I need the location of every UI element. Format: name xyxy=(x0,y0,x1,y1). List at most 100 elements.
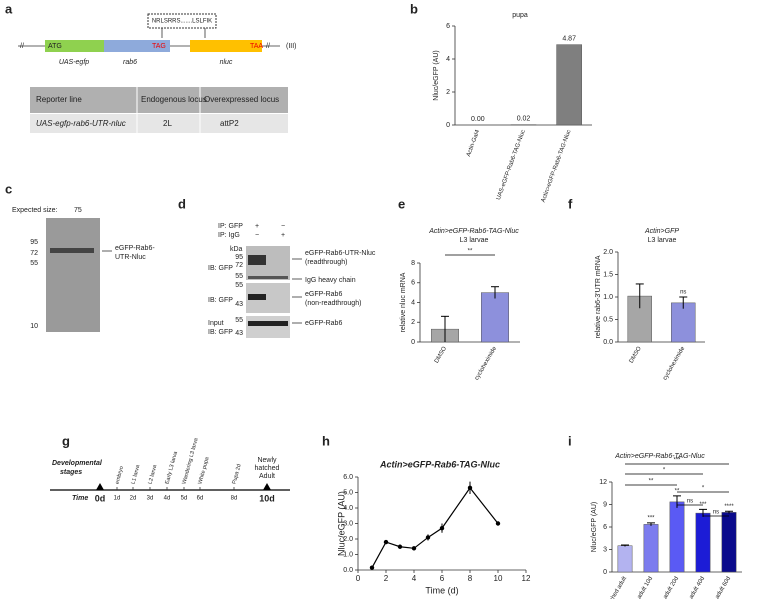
bar xyxy=(556,44,582,126)
significance: ** xyxy=(675,488,680,494)
day-label: 2d xyxy=(130,496,137,502)
bar xyxy=(617,545,633,573)
day-label: 1d xyxy=(114,496,121,502)
start-day: 0d xyxy=(95,493,106,503)
peptide: NRLSRRS.......LSLFIK xyxy=(152,19,212,25)
panel-label: d xyxy=(178,196,186,211)
rab6-box xyxy=(104,40,170,52)
table-row xyxy=(30,114,288,133)
band-label: (readthrough) xyxy=(305,259,347,266)
panel-label: f xyxy=(568,196,573,211)
stage-label: Wandering L3 larva xyxy=(182,437,200,485)
panel-g: Developmental stages Time 0d 10d Newly h… xyxy=(50,437,290,503)
chart-title: pupa xyxy=(512,12,528,19)
y-tick-label: 5.0 xyxy=(343,489,353,496)
x-tick-label: Actin>eGFP-Rab6-TAG-Nluc xyxy=(541,129,573,203)
stage-label: Early L3 larva xyxy=(165,450,180,485)
x-tick-label: adult 20d xyxy=(663,576,681,599)
day-label: 8d xyxy=(231,496,238,502)
end-day: 10d xyxy=(259,493,275,503)
marker: 95 xyxy=(235,254,243,261)
value-label: 0.00 xyxy=(471,116,485,123)
marker: 55 xyxy=(30,260,38,267)
y-tick-label: 6 xyxy=(411,280,415,287)
data-point xyxy=(425,535,431,540)
comparison-label: ** xyxy=(649,479,654,485)
significance: ns xyxy=(680,290,686,296)
y-tick-label: 8 xyxy=(411,260,415,267)
marker: 72 xyxy=(235,262,243,269)
day-label: 6d xyxy=(197,496,204,502)
table-cell: 2L xyxy=(163,119,172,128)
stage-label: L2 larva xyxy=(148,464,159,485)
probe: IB: GFP xyxy=(208,265,233,272)
y-tick-label: 2 xyxy=(411,319,415,326)
y-tick-label: 1.0 xyxy=(343,551,353,558)
y-tick-label: 0.0 xyxy=(603,339,613,346)
blot-band xyxy=(248,294,266,300)
table-cell: UAS-egfp-rab6-UTR-nluc xyxy=(36,119,126,128)
panel-c: Expected size: 75 95 72 55 10 eGFP-Rab6-… xyxy=(12,207,155,332)
x-tick-label: adult 40d xyxy=(689,576,707,599)
peptide-box xyxy=(147,13,217,29)
y-tick-label: 4.0 xyxy=(343,505,353,512)
stage-label: L1 larva xyxy=(131,464,142,485)
band-label: eGFP-Rab6 xyxy=(305,291,342,298)
data-line xyxy=(371,486,499,568)
chart-title: Actin>eGFP-Rab6-TAG-Nluc xyxy=(614,453,705,460)
x-tick-label: 8 xyxy=(468,574,473,583)
y-tick-label: 0.5 xyxy=(603,316,613,323)
x-tick-label: cycloheximide xyxy=(662,345,686,381)
break-mark: // xyxy=(266,43,270,50)
probe: IB: GFP xyxy=(208,329,233,336)
timeline-title: Developmental xyxy=(52,460,103,467)
stage-label: Pupa 2d xyxy=(232,464,243,485)
data-point xyxy=(397,544,403,549)
band-label: (non-readthrough) xyxy=(305,300,361,307)
bar xyxy=(695,512,711,573)
stage-label: embryo xyxy=(115,466,126,485)
lane-sign: + xyxy=(255,223,259,230)
table-header xyxy=(30,87,288,113)
comparison-label: *** xyxy=(673,458,681,464)
break-mark: // xyxy=(20,43,24,50)
time-label: Time xyxy=(72,495,88,502)
y-tick-label: 2.0 xyxy=(343,536,353,543)
chart-title: Actin>eGFP-Rab6-TAG-Nluc xyxy=(379,459,500,469)
codon: ATG xyxy=(48,43,62,50)
marker: 55 xyxy=(235,317,243,324)
chart-title: Actin>eGFP-Rab6-TAG-Nluc xyxy=(428,228,519,235)
ip-label: IP: IgG xyxy=(218,232,240,239)
lane-sign: − xyxy=(255,232,259,239)
y-axis-label: relative rab6-3'UTR mRNA xyxy=(595,255,602,338)
x-tick-label: 0 xyxy=(356,574,361,583)
blot-band xyxy=(248,255,266,265)
marker: 55 xyxy=(235,273,243,280)
day-label: 4d xyxy=(164,496,171,502)
panel-label: g xyxy=(62,433,70,448)
chromosome: (III) xyxy=(286,43,297,50)
chart-subtitle: L3 larvae xyxy=(460,237,489,244)
blot xyxy=(246,316,290,338)
x-tick-label: cycloheximide xyxy=(474,345,498,381)
x-tick-label: newly hatched adult xyxy=(596,576,628,599)
marker: 55 xyxy=(235,282,243,289)
y-tick-label: 12 xyxy=(599,479,607,486)
segment-label: nluc xyxy=(220,59,233,66)
day-label: 3d xyxy=(147,496,154,502)
comparison-label: * xyxy=(663,468,666,474)
blot xyxy=(46,218,100,332)
significance: *** xyxy=(647,515,655,521)
comparison-label: ** xyxy=(468,249,473,255)
x-tick-label: adult 60d xyxy=(715,576,733,599)
y-axis-label: Nluc/eGFP (AU) xyxy=(433,50,440,100)
y-tick-label: 6.0 xyxy=(343,474,353,481)
panel-d: IP: GFP + − IP: IgG − + kDa IB: GFP IB: … xyxy=(208,223,376,338)
y-tick-label: 6 xyxy=(603,524,607,531)
marker: 72 xyxy=(30,250,38,257)
significance: **** xyxy=(724,504,734,510)
x-tick-label: UAS-eGFP-Rab6-TAG-Nluc xyxy=(496,129,527,201)
table-header-cell: Endogenous locus xyxy=(141,95,207,104)
blot-band xyxy=(50,248,94,253)
